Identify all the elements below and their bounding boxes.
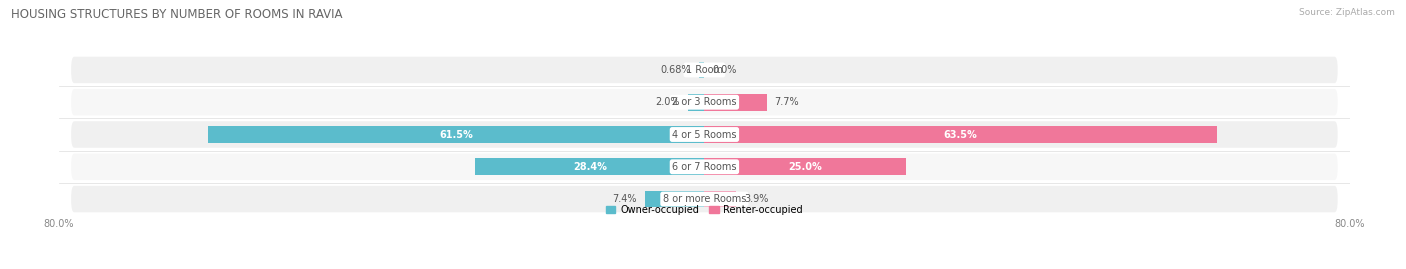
FancyBboxPatch shape [72, 57, 1337, 83]
Bar [704, 94, 766, 111]
Text: 0.68%: 0.68% [661, 65, 690, 75]
Bar [475, 158, 704, 175]
FancyBboxPatch shape [72, 154, 1337, 180]
Text: 63.5%: 63.5% [943, 129, 977, 140]
Bar [208, 126, 704, 143]
Legend: Owner-occupied, Renter-occupied: Owner-occupied, Renter-occupied [602, 201, 807, 218]
FancyBboxPatch shape [72, 121, 1337, 148]
Text: 7.4%: 7.4% [612, 194, 637, 204]
Text: 61.5%: 61.5% [440, 129, 474, 140]
Bar [704, 158, 905, 175]
FancyBboxPatch shape [72, 89, 1337, 115]
Text: HOUSING STRUCTURES BY NUMBER OF ROOMS IN RAVIA: HOUSING STRUCTURES BY NUMBER OF ROOMS IN… [11, 8, 343, 21]
Text: 3.9%: 3.9% [744, 194, 768, 204]
Text: 1 Room: 1 Room [686, 65, 723, 75]
Bar [689, 94, 704, 111]
FancyBboxPatch shape [72, 186, 1337, 212]
Text: 0.0%: 0.0% [713, 65, 737, 75]
Text: 28.4%: 28.4% [572, 162, 607, 172]
Text: 8 or more Rooms: 8 or more Rooms [662, 194, 747, 204]
Text: 25.0%: 25.0% [789, 162, 823, 172]
Text: 4 or 5 Rooms: 4 or 5 Rooms [672, 129, 737, 140]
Text: 6 or 7 Rooms: 6 or 7 Rooms [672, 162, 737, 172]
Text: Source: ZipAtlas.com: Source: ZipAtlas.com [1299, 8, 1395, 17]
Bar [704, 191, 735, 207]
Bar [704, 126, 1216, 143]
Text: 7.7%: 7.7% [775, 97, 799, 107]
Text: 2 or 3 Rooms: 2 or 3 Rooms [672, 97, 737, 107]
Text: 2.0%: 2.0% [655, 97, 681, 107]
Bar [645, 191, 704, 207]
Bar [699, 62, 704, 78]
